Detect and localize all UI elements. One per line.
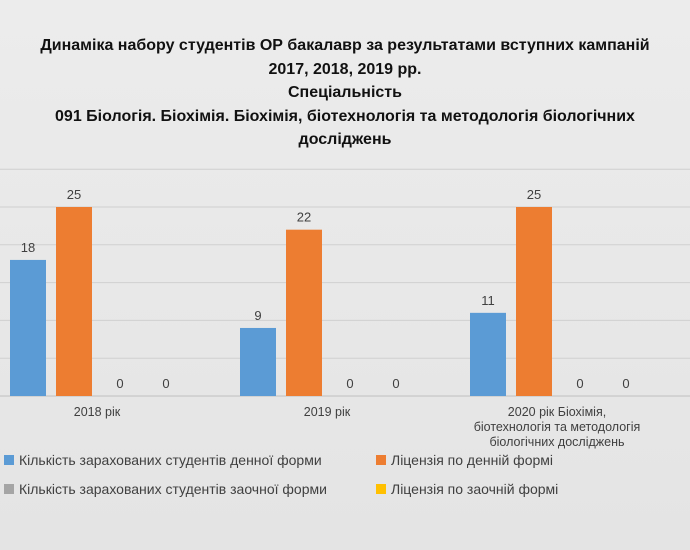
legend-label-series-2: Кількість зарахованих студентів заочної … <box>19 481 327 497</box>
data-label: 0 <box>576 376 583 391</box>
data-label: 0 <box>392 376 399 391</box>
bar-1-1 <box>286 229 322 396</box>
data-label: 11 <box>481 293 495 308</box>
title-line: 091 Біологія. Біохімія. Біохімія, біотех… <box>55 107 635 125</box>
data-label: 0 <box>116 376 123 391</box>
legend-label-series-0: Кількість зарахованих студентів денної ф… <box>19 452 322 468</box>
data-label: 0 <box>346 376 353 391</box>
bar-0-2 <box>470 312 506 396</box>
legend-item-series-3: Ліцензія по заочній формі <box>376 481 558 497</box>
chart-title: Динаміка набору студентів ОР бакалавр за… <box>0 34 690 152</box>
category-label: біотехнологія та методологія <box>474 420 641 434</box>
legend-item-series-1: Ліцензія по денній формі <box>376 452 553 468</box>
legend-swatch-series-1 <box>376 455 386 465</box>
bar-1-0 <box>56 207 92 396</box>
title-line: досліджень <box>298 131 392 148</box>
data-label: 25 <box>67 187 81 202</box>
category-label: 2020 рік Біохімія, <box>508 405 606 419</box>
data-label: 0 <box>162 376 169 391</box>
bar-0-1 <box>240 327 276 396</box>
title-line: 2017, 2018, 2019 рр. <box>268 60 422 78</box>
legend-label-series-1: Ліцензія по денній формі <box>391 452 553 468</box>
category-label: 2019 рік <box>304 405 351 419</box>
data-label: 0 <box>622 376 629 391</box>
category-label: 2018 рік <box>74 405 121 419</box>
category-label: біологічних досліджень <box>489 435 624 449</box>
bar-1-2 <box>516 207 552 396</box>
title-line: Динаміка набору студентів ОР бакалавр за… <box>40 37 650 54</box>
bar-0-0 <box>10 259 46 396</box>
legend-item-series-0: Кількість зарахованих студентів денної ф… <box>4 452 376 468</box>
legend-swatch-series-3 <box>376 484 386 494</box>
data-label: 18 <box>21 240 35 255</box>
data-label: 22 <box>297 210 311 225</box>
legend-row: Кількість зарахованих студентів денної ф… <box>0 452 690 468</box>
legend-label-series-3: Ліцензія по заочній формі <box>391 481 559 497</box>
legend-item-series-2: Кількість зарахованих студентів заочної … <box>4 481 376 497</box>
data-label: 25 <box>527 187 541 202</box>
legend-row: Кількість зарахованих студентів заочної … <box>0 481 690 497</box>
legend-swatch-series-2 <box>4 484 14 494</box>
data-label: 9 <box>254 308 261 323</box>
legend-swatch-series-0 <box>4 455 14 465</box>
title-line: Спеціальність <box>288 84 402 101</box>
